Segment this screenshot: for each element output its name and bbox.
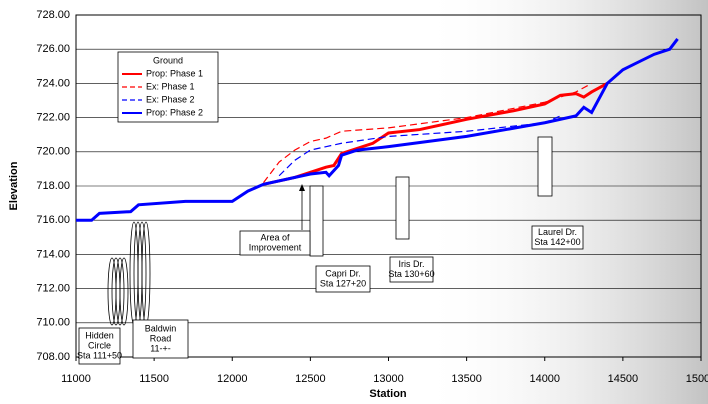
y-tick-label: 726.00: [36, 43, 70, 55]
culvert-shape: [119, 257, 129, 326]
y-tick-label: 728.00: [36, 9, 70, 21]
legend-label: Prop: Phase 2: [146, 107, 203, 117]
annotation-box: [389, 256, 434, 283]
annotation-text: Sta 142+00: [534, 237, 580, 247]
x-tick-label: 15000: [686, 373, 708, 385]
background-photo: [420, 0, 708, 404]
x-tick-label: 14000: [529, 373, 560, 385]
y-tick-label: 716.00: [36, 214, 70, 226]
annotation-text: Hidden: [85, 330, 114, 340]
x-tick-label: 14500: [608, 373, 639, 385]
annotation: Iris Dr.Sta 130+60: [388, 256, 435, 283]
annotation-box: [132, 319, 189, 359]
structure-shape: [309, 185, 324, 257]
structure-shape: [537, 136, 553, 197]
arrow-head: [299, 184, 305, 191]
annotation-text: Sta 111+50: [77, 350, 122, 360]
plot-frame: [75, 14, 702, 358]
y-tick-label: 714.00: [36, 248, 70, 260]
x-tick-label: 13500: [451, 373, 482, 385]
legend-title: Ground: [153, 55, 183, 65]
annotation: Capri Dr.Sta 127+20: [315, 265, 371, 293]
y-axis-title: Elevation: [8, 161, 20, 210]
legend-label: Ex: Phase 1: [146, 81, 195, 91]
annotation: Laurel Dr.Sta 142+00: [531, 225, 584, 250]
x-tick-label: 13000: [373, 373, 404, 385]
legend-label: Prop: Phase 1: [146, 68, 203, 78]
annotation-text: Baldwin: [145, 323, 177, 333]
annotation-box: [239, 230, 311, 256]
x-axis-title: Station: [369, 388, 407, 400]
series-line: [278, 115, 561, 177]
x-tick-label: 11500: [139, 373, 169, 385]
annotation-text: 11-+-: [150, 343, 171, 353]
y-tick-label: 722.00: [36, 112, 70, 124]
annotation-text: Sta 127+20: [320, 278, 366, 288]
y-tick-label: 710.00: [36, 317, 70, 329]
annotation-box: [315, 265, 371, 293]
x-tick-label: 12000: [217, 373, 248, 385]
y-tick-label: 712.00: [36, 283, 70, 295]
y-tick-label: 720.00: [36, 146, 70, 158]
annotation-text: Sta 130+60: [388, 269, 434, 279]
annotation-box: [78, 327, 121, 365]
annotation-text: Improvement: [249, 242, 302, 252]
structure-shape: [395, 176, 410, 240]
series-line: [76, 38, 679, 222]
annotation-text: Road: [150, 333, 172, 343]
annotation-text: Circle: [88, 340, 111, 350]
y-tick-label: 724.00: [36, 77, 70, 89]
x-tick-label: 12500: [295, 373, 326, 385]
legend-label: Ex: Phase 2: [146, 94, 195, 104]
series-line: [263, 82, 608, 186]
culvert-shape: [115, 257, 125, 326]
annotation-text: Area of: [260, 232, 290, 242]
annotation-text: Laurel Dr.: [538, 227, 577, 237]
annotation-text: Iris Dr.: [399, 259, 425, 269]
y-tick-label: 718.00: [36, 180, 70, 192]
y-tick-label: 708.00: [36, 351, 70, 363]
series-line: [263, 82, 592, 183]
annotation-box: [531, 225, 584, 250]
x-tick-label: 11000: [61, 373, 91, 385]
annotation-text: Capri Dr.: [325, 268, 361, 278]
